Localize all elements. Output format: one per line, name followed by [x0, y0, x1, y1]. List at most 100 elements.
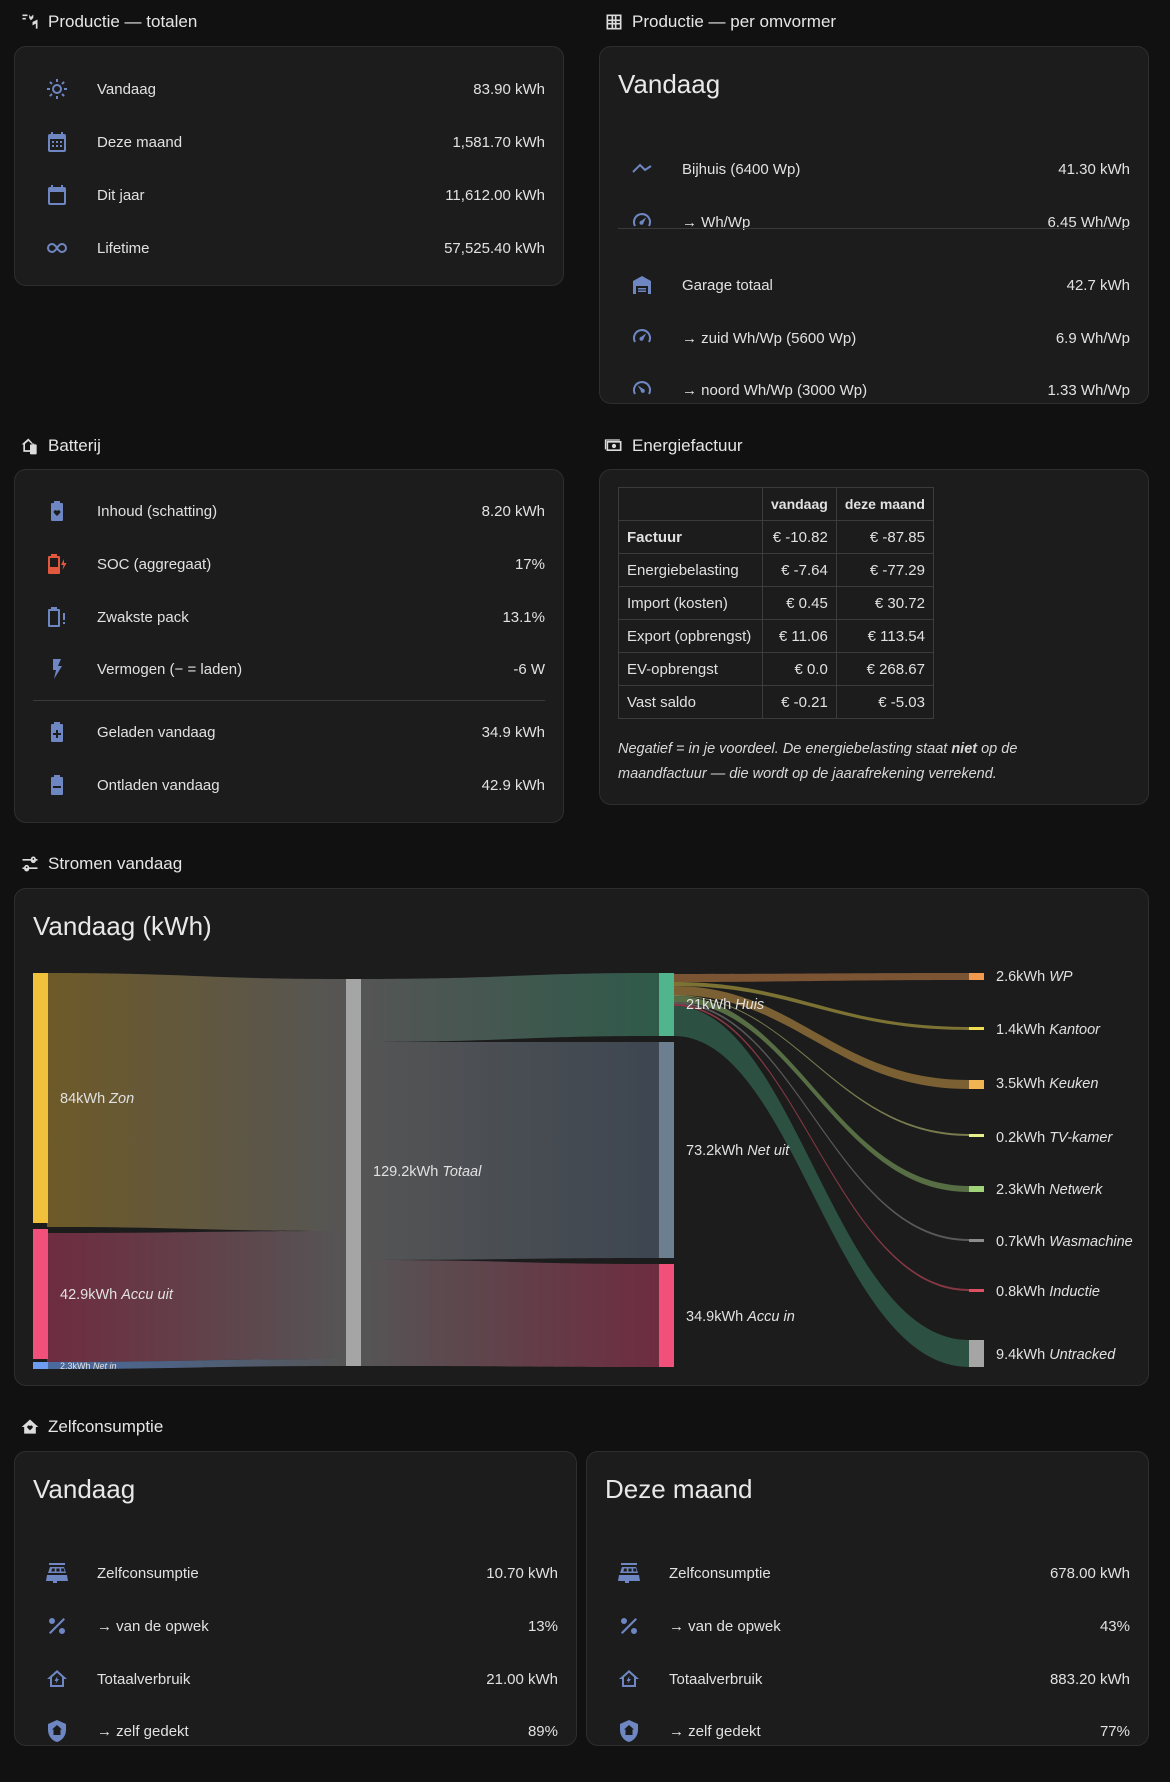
flow-name: Net in: [93, 1361, 117, 1371]
row-label: → Wh/Wp: [682, 213, 751, 231]
inverter-row[interactable]: Garage totaal 42.7 kWh: [600, 259, 1148, 311]
flow-value: 42.9kWh: [60, 1287, 117, 1303]
solar-panel-grid-icon: [606, 14, 622, 30]
section-selfcons-title: Zelfconsumptie: [20, 1415, 163, 1439]
bill-row: Factuur € -10.82 € -87.85: [618, 520, 934, 554]
battery-row[interactable]: Inhoud (schatting) 8.20 kWh: [15, 485, 563, 537]
battery-minus-icon: [37, 773, 77, 797]
flow-node-netwerk[interactable]: [969, 1186, 984, 1192]
bill-header: deze maand: [835, 487, 934, 521]
selfcons-row[interactable]: → van de opwek 13%: [15, 1600, 576, 1652]
battery-row[interactable]: Ontladen vandaag 42.9 kWh: [15, 759, 563, 811]
prod-totals-row[interactable]: Dit jaar 11,612.00 kWh: [15, 169, 563, 221]
flow-node-totaal[interactable]: [346, 979, 361, 1366]
flow-name: Net uit: [747, 1143, 790, 1159]
shield-home-icon: [37, 1719, 77, 1743]
prod-inverter-card: Vandaag Bijhuis (6400 Wp) 41.30 kWh → Wh…: [599, 46, 1149, 404]
selfcons-today-card: Vandaag Zelfconsumptie 10.70 kWh → van d…: [14, 1451, 577, 1746]
flow-name: Totaal: [442, 1164, 482, 1180]
home-heart-icon: [21, 1419, 39, 1434]
battery-row[interactable]: Geladen vandaag 34.9 kWh: [15, 706, 563, 758]
prod-totals-row[interactable]: Deze maand 1,581.70 kWh: [15, 116, 563, 168]
bill-table: vandaag deze maand Factuur € -10.82 € -8…: [618, 487, 934, 719]
sankey-chart: 84kWh Zon 42.9kWh Accu uit 2.3kWh Net in…: [33, 969, 1133, 1371]
flow-node-net-uit[interactable]: [659, 1042, 674, 1258]
row-label: → zelf gedekt: [669, 1722, 761, 1740]
inverter-row[interactable]: → zuid Wh/Wp (5600 Wp) 6.9 Wh/Wp: [600, 312, 1148, 364]
bill-label: EV-opbrengst: [618, 652, 763, 686]
selfcons-row[interactable]: Totaalverbruik 883.20 kWh: [587, 1653, 1148, 1705]
flow-label-accu-in: 34.9kWh Accu in: [686, 1309, 795, 1325]
flow-node-tv-kamer[interactable]: [969, 1134, 984, 1137]
flow-link: [360, 973, 659, 1042]
selfcons-month-card: Deze maand Zelfconsumptie 678.00 kWh → v…: [586, 1451, 1149, 1746]
battery-row[interactable]: Zwakste pack 13.1%: [15, 591, 563, 643]
inverter-row[interactable]: → noord Wh/Wp (3000 Wp) 1.33 Wh/Wp: [600, 364, 1148, 416]
battery-row[interactable]: Vermogen (− = laden) -6 W: [15, 643, 563, 695]
infinity-icon: [37, 236, 77, 260]
row-label: Lifetime: [97, 239, 150, 257]
battery-row[interactable]: SOC (aggregaat) 17%: [15, 538, 563, 590]
row-label: Deze maand: [97, 133, 183, 151]
garage-icon: [622, 273, 662, 297]
tune-icon: [22, 856, 38, 872]
flow-node-inductie[interactable]: [969, 1289, 984, 1292]
prod-totals-row[interactable]: Vandaag 83.90 kWh: [15, 63, 563, 115]
selfcons-row[interactable]: → zelf gedekt 77%: [587, 1705, 1148, 1757]
bill-month: € 30.72: [835, 586, 934, 620]
prod-totals-row[interactable]: Lifetime 57,525.40 kWh: [15, 222, 563, 274]
section-title-text: Productie — totalen: [48, 12, 198, 31]
flow-node-huis[interactable]: [659, 973, 674, 1036]
roof-icon: [622, 157, 662, 181]
row-value: 21.00 kWh: [486, 1670, 558, 1688]
row-label: → zuid Wh/Wp (5600 Wp): [682, 329, 857, 347]
selfcons-row[interactable]: → van de opwek 43%: [587, 1600, 1148, 1652]
row-value: 6.45 Wh/Wp: [1047, 213, 1130, 231]
calendar-icon: [37, 183, 77, 207]
selfcons-row[interactable]: Zelfconsumptie 10.70 kWh: [15, 1547, 576, 1599]
row-label: Totaalverbruik: [97, 1670, 191, 1688]
flow-label-wasmachine: 0.7kWh Wasmachine: [996, 1234, 1133, 1250]
flow-label-inductie: 0.8kWh Inductie: [996, 1284, 1100, 1300]
flow-node-wp[interactable]: [969, 973, 984, 980]
flow-node-zon[interactable]: [33, 973, 48, 1223]
row-value: 10.70 kWh: [486, 1564, 558, 1582]
row-label: → noord Wh/Wp (3000 Wp): [682, 381, 868, 399]
bill-row: Export (opbrengst) € 11.06 € 113.54: [618, 619, 934, 653]
inverter-row[interactable]: → Wh/Wp 6.45 Wh/Wp: [600, 196, 1148, 248]
percent-icon: [609, 1614, 649, 1638]
battery-heart-icon: [37, 499, 77, 523]
flow-node-keuken[interactable]: [969, 1080, 984, 1089]
selfcons-row[interactable]: → zelf gedekt 89%: [15, 1705, 576, 1757]
bill-note: Negatief = in je voordeel. De energiebel…: [618, 737, 1098, 787]
row-label: Inhoud (schatting): [97, 502, 218, 520]
flow-value: 9.4kWh: [996, 1347, 1045, 1363]
flow-node-accu-uit[interactable]: [33, 1229, 48, 1359]
flow-node-accu-in[interactable]: [659, 1264, 674, 1367]
selfcons-row[interactable]: Zelfconsumptie 678.00 kWh: [587, 1547, 1148, 1599]
flow-name: Untracked: [1049, 1347, 1116, 1363]
row-value: 11,612.00 kWh: [445, 186, 545, 204]
flow-value: 73.2kWh: [686, 1143, 743, 1159]
flow-value: 3.5kWh: [996, 1076, 1045, 1092]
flow-name: Keuken: [1049, 1076, 1098, 1092]
battery-alert-icon: [37, 605, 77, 629]
row-value: 42.9 kWh: [481, 776, 545, 794]
inverter-row[interactable]: Bijhuis (6400 Wp) 41.30 kWh: [600, 143, 1148, 195]
bill-month: € -87.85: [835, 520, 934, 554]
flow-node-kantoor[interactable]: [969, 1027, 984, 1030]
bill-row: Energiebelasting € -7.64 € -77.29: [618, 553, 934, 587]
flow-node-untracked[interactable]: [969, 1340, 984, 1367]
flow-node-wasmachine[interactable]: [969, 1239, 984, 1242]
selfcons-row[interactable]: Totaalverbruik 21.00 kWh: [15, 1653, 576, 1705]
flow-node-net-in[interactable]: [33, 1362, 48, 1369]
flow-label-kantoor: 1.4kWh Kantoor: [996, 1022, 1101, 1038]
row-label: Ontladen vandaag: [97, 776, 220, 794]
flow-value: 84kWh: [60, 1091, 105, 1107]
row-value: 1.33 Wh/Wp: [1047, 381, 1130, 399]
flow-value: 0.8kWh: [996, 1284, 1045, 1300]
flow-link: [674, 982, 969, 1030]
row-value: 678.00 kWh: [1049, 1564, 1130, 1582]
flow-name: Accu in: [746, 1309, 795, 1325]
flow-name: Accu uit: [120, 1287, 174, 1303]
